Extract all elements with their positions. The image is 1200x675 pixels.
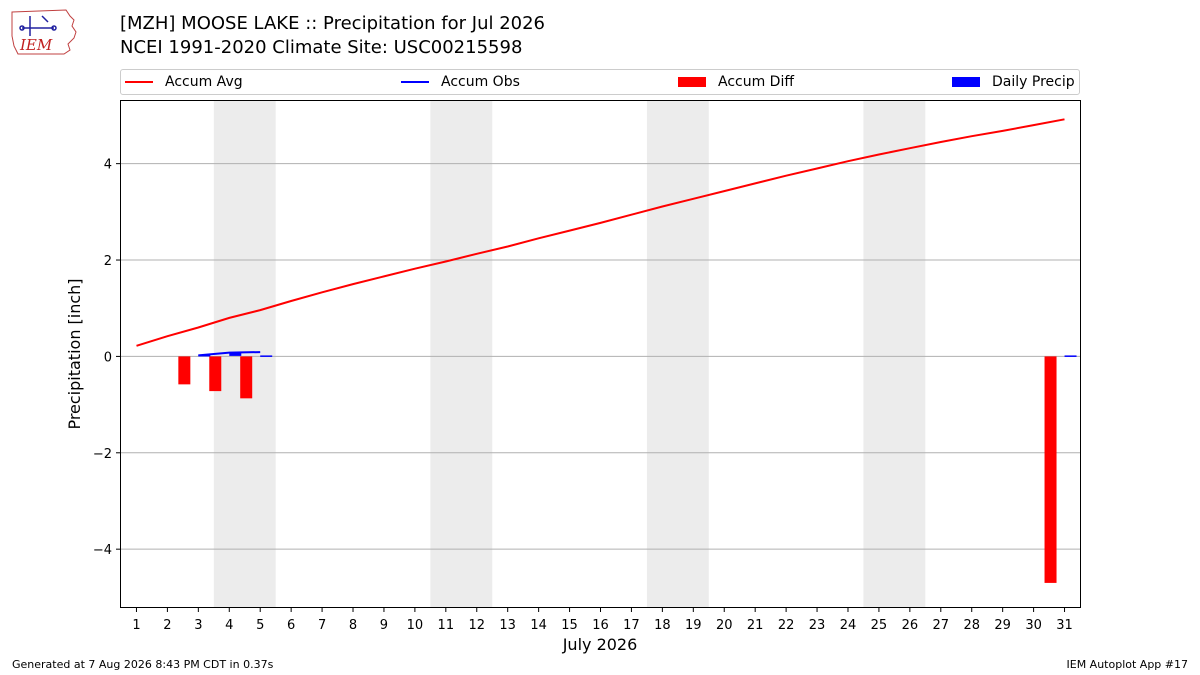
x-tick-label-24: 24 xyxy=(840,618,857,633)
x-tick-label-14: 14 xyxy=(530,618,547,633)
footer-generated: Generated at 7 Aug 2026 8:43 PM CDT in 0… xyxy=(12,658,274,671)
x-tick-label-21: 21 xyxy=(747,618,764,633)
line-accum-avg xyxy=(136,118,1065,347)
legend-label-daily-precip: Daily Precip xyxy=(992,74,1075,90)
x-tick-label-3: 3 xyxy=(194,618,202,633)
weekend-shading xyxy=(213,101,926,607)
x-tick-label-7: 7 xyxy=(318,618,326,633)
line-accum-obs xyxy=(198,351,261,357)
legend-label-accum-obs: Accum Obs xyxy=(441,74,520,90)
x-tick-label-29: 29 xyxy=(994,618,1011,633)
x-tick-label-25: 25 xyxy=(871,618,888,633)
legend-item-daily-precip: Daily Precip xyxy=(952,70,1075,94)
x-tick-label-5: 5 xyxy=(256,618,264,633)
legend-item-accum-avg: Accum Avg xyxy=(125,70,243,94)
chart-legend: Accum Avg Accum Obs Accum Diff Daily Pre… xyxy=(120,69,1080,95)
bar-daily-precip-day-5 xyxy=(260,355,273,357)
bar-daily-precip-day-31 xyxy=(1064,355,1077,357)
gridlines xyxy=(121,163,1080,550)
x-tick-label-18: 18 xyxy=(654,618,671,633)
footer-app: IEM Autoplot App #17 xyxy=(1066,658,1189,671)
bars xyxy=(178,353,1077,583)
x-axis-label: July 2026 xyxy=(562,635,638,654)
x-tick-label-23: 23 xyxy=(809,618,826,633)
y-axis-label: Precipitation [inch] xyxy=(65,278,84,429)
bar-accum-diff-day-5 xyxy=(240,356,253,399)
weekend-band-3 xyxy=(863,101,926,607)
x-tick-label-26: 26 xyxy=(902,618,919,633)
chart-title: [MZH] MOOSE LAKE :: Precipitation for Ju… xyxy=(120,13,546,34)
bar-accum-diff-day-3 xyxy=(178,356,191,385)
weekend-band-0 xyxy=(213,101,276,607)
legend-swatch-accum-diff xyxy=(678,77,706,87)
weekend-band-2 xyxy=(646,101,709,607)
x-tick-label-28: 28 xyxy=(963,618,980,633)
x-tick-label-16: 16 xyxy=(592,618,609,633)
legend-swatch-accum-obs xyxy=(401,81,429,83)
y-axis-ticks: −4 −2 0 2 4 xyxy=(93,158,121,558)
x-axis-ticks: 1 2 3 4 5 6 7 8 9 10 11 12 13 14 15 16 17 18 19 20 21 22 23 24 2… xyxy=(132,607,1073,633)
legend-label-accum-avg: Accum Avg xyxy=(165,74,243,90)
legend-swatch-accum-avg xyxy=(125,81,153,83)
x-tick-label-15: 15 xyxy=(561,618,578,633)
y-tick-label-1: −2 xyxy=(93,447,112,462)
chart-subtitle: NCEI 1991-2020 Climate Site: USC00215598 xyxy=(120,37,523,58)
iowa-outline xyxy=(11,9,77,55)
x-tick-label-2: 2 xyxy=(163,618,171,633)
x-tick-label-11: 11 xyxy=(438,618,455,633)
series-lines xyxy=(136,118,1065,357)
y-tick-label-3: 2 xyxy=(104,254,112,269)
bar-daily-precip-day-3 xyxy=(198,354,211,357)
x-tick-label-1: 1 xyxy=(132,618,140,633)
y-tick-label-0: −4 xyxy=(93,543,112,558)
x-tick-label-17: 17 xyxy=(623,618,640,633)
y-tick-label-2: 0 xyxy=(104,350,112,365)
iem-logo: IEM xyxy=(11,9,77,55)
legend-item-accum-diff: Accum Diff xyxy=(678,70,794,94)
logo-text: IEM xyxy=(19,36,53,54)
plot-frame xyxy=(120,100,1081,608)
x-tick-label-27: 27 xyxy=(933,618,950,633)
bar-daily-precip-day-4 xyxy=(229,353,242,356)
legend-label-accum-diff: Accum Diff xyxy=(718,74,795,90)
x-tick-label-4: 4 xyxy=(225,618,233,633)
x-tick-label-20: 20 xyxy=(716,618,733,633)
x-tick-label-10: 10 xyxy=(407,618,424,633)
weather-station-icon xyxy=(19,15,57,36)
x-tick-label-8: 8 xyxy=(349,618,357,633)
legend-swatch-daily-precip xyxy=(952,77,980,87)
x-tick-label-13: 13 xyxy=(499,618,516,633)
x-tick-label-9: 9 xyxy=(380,618,388,633)
weekend-band-1 xyxy=(430,101,493,607)
x-tick-label-30: 30 xyxy=(1025,618,1042,633)
legend-item-accum-obs: Accum Obs xyxy=(401,70,520,94)
x-tick-label-31: 31 xyxy=(1056,618,1073,633)
y-tick-label-4: 4 xyxy=(104,158,112,173)
x-tick-label-12: 12 xyxy=(468,618,485,633)
x-tick-label-22: 22 xyxy=(778,618,795,633)
x-tick-label-6: 6 xyxy=(287,618,295,633)
bar-accum-diff-day-31 xyxy=(1044,356,1057,583)
x-tick-label-19: 19 xyxy=(685,618,702,633)
bar-accum-diff-day-4 xyxy=(209,356,222,392)
